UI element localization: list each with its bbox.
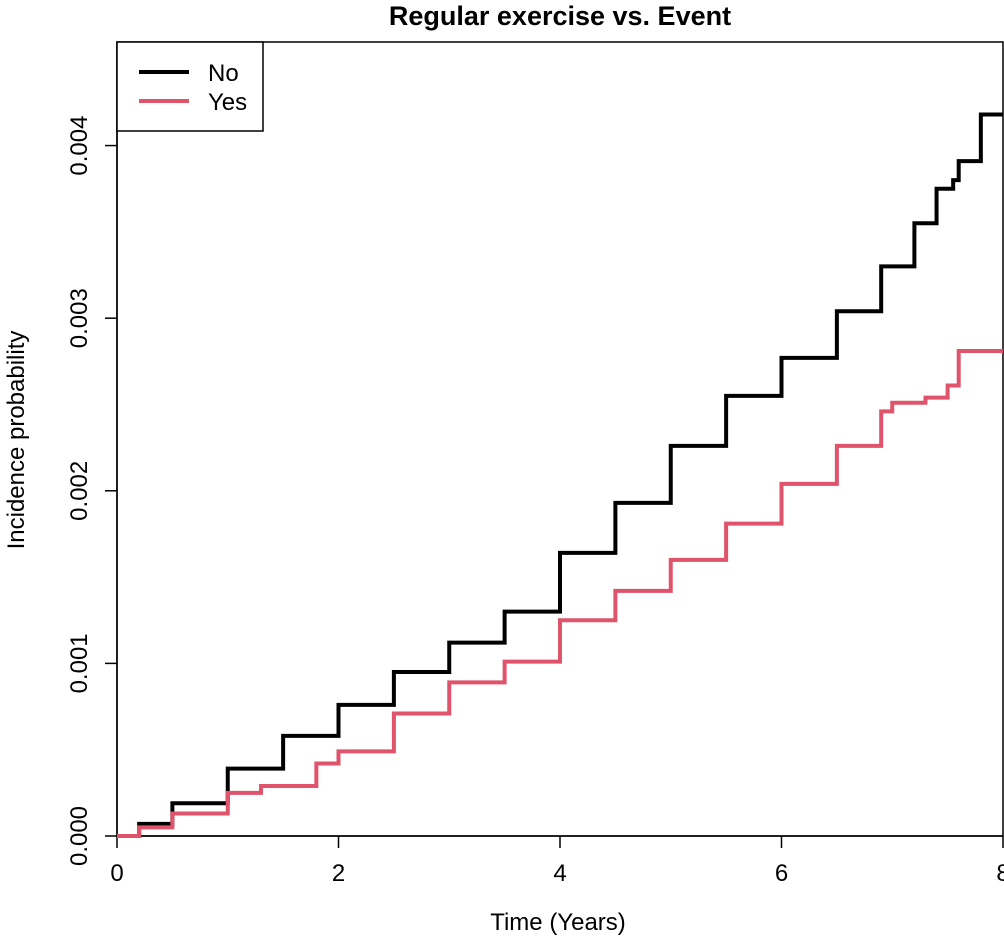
y-tick-label: 0.001 <box>66 633 93 693</box>
chart-title: Regular exercise vs. Event <box>389 1 731 31</box>
x-axis-label: Time (Years) <box>490 909 626 936</box>
x-tick-label: 6 <box>775 860 788 887</box>
y-tick-label: 0.003 <box>66 288 93 348</box>
y-tick-label: 0.002 <box>66 461 93 521</box>
plot-frame <box>116 41 1004 837</box>
x-tick-label: 0 <box>110 860 123 887</box>
x-ticks: 0 2 4 6 8 <box>110 836 1004 887</box>
series-line-no <box>117 112 1003 838</box>
y-ticks: 0.000 0.001 0.002 0.003 0.004 <box>66 116 117 866</box>
series-line-yes <box>117 348 1003 838</box>
legend: No Yes <box>116 41 264 132</box>
series-lines <box>117 112 1003 838</box>
x-tick-label: 4 <box>553 860 566 887</box>
y-axis: 0.000 0.001 0.002 0.003 0.004 Incidence prob… <box>3 42 118 866</box>
y-axis-label: Incidence probability <box>3 331 30 550</box>
x-tick-label: 8 <box>996 860 1004 887</box>
y-tick-label: 0.004 <box>66 116 93 176</box>
y-tick-label: 0.000 <box>66 806 93 866</box>
x-axis: 0 2 4 6 8 Time (Years) <box>110 835 1004 936</box>
x-tick-label: 2 <box>332 860 345 887</box>
legend-box <box>116 41 264 132</box>
legend-label-yes: Yes <box>208 89 247 116</box>
legend-label-no: No <box>208 60 239 87</box>
